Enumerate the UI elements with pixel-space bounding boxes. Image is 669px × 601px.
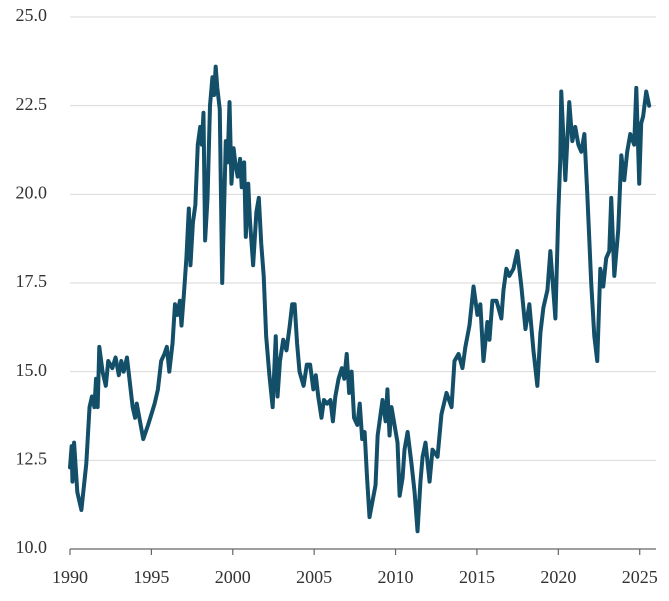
x-tick-label: 2015 [459,567,495,587]
x-tick-label: 2000 [215,567,251,587]
y-tick-label: 22.5 [16,94,48,114]
y-tick-label: 25.0 [16,5,48,25]
y-tick-label: 10.0 [16,537,48,557]
data-line [68,64,652,534]
y-tick-label: 12.5 [16,448,48,468]
y-tick-label: 15.0 [16,360,48,380]
x-tick-label: 2005 [296,567,332,587]
y-tick-label: 17.5 [16,271,48,291]
x-tick-label: 2020 [540,567,576,587]
x-tick-label: 1995 [133,567,169,587]
x-tick-label: 1990 [52,567,88,587]
x-tick-label: 2025 [622,567,658,587]
y-tick-label: 20.0 [16,182,48,202]
x-tick-label: 2010 [378,567,414,587]
